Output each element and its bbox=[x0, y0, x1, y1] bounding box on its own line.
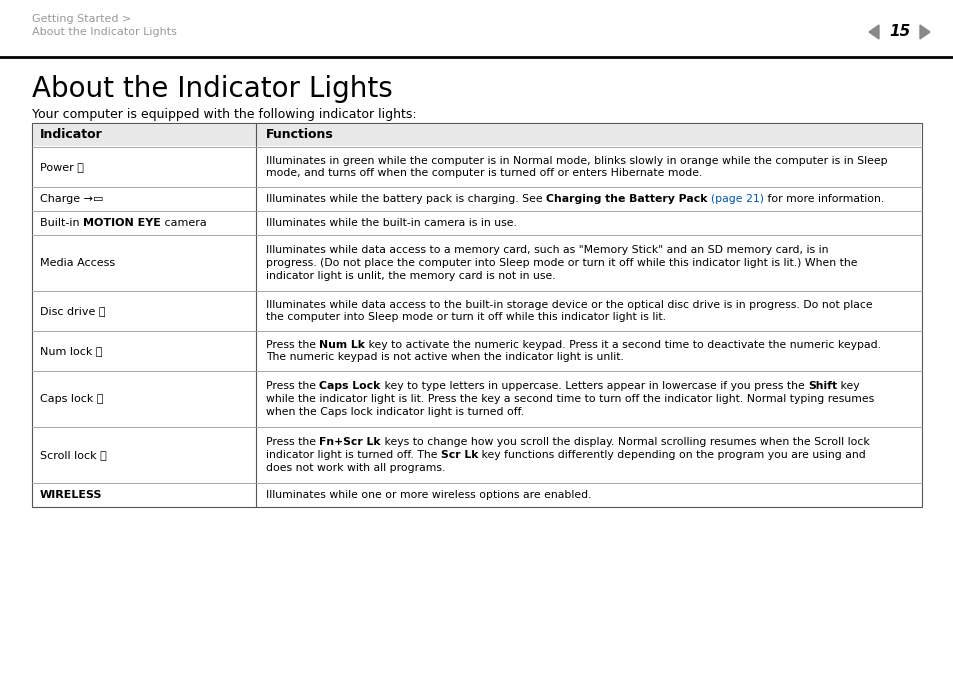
Text: Built-in: Built-in bbox=[40, 218, 83, 228]
Text: indicator light is turned off. The: indicator light is turned off. The bbox=[266, 450, 440, 460]
Text: Charging the Battery Pack: Charging the Battery Pack bbox=[545, 194, 711, 204]
Text: Fn+Scr Lk: Fn+Scr Lk bbox=[319, 437, 380, 447]
Text: Shift: Shift bbox=[807, 381, 836, 391]
Text: Press the: Press the bbox=[266, 381, 319, 391]
Text: Disc drive ⎕: Disc drive ⎕ bbox=[40, 306, 106, 316]
Text: key functions differently depending on the program you are using and: key functions differently depending on t… bbox=[477, 450, 865, 460]
Text: Indicator: Indicator bbox=[40, 129, 103, 142]
Text: Illuminates while data access to a memory card, such as "Memory Stick" and an SD: Illuminates while data access to a memor… bbox=[266, 245, 827, 255]
Text: About the Indicator Lights: About the Indicator Lights bbox=[32, 27, 176, 37]
Text: Functions: Functions bbox=[266, 129, 334, 142]
Text: Illuminates while data access to the built-in storage device or the optical disc: Illuminates while data access to the bui… bbox=[266, 299, 872, 309]
Text: progress. (Do not place the computer into Sleep mode or turn it off while this i: progress. (Do not place the computer int… bbox=[266, 258, 857, 268]
Text: mode, and turns off when the computer is turned off or enters Hibernate mode.: mode, and turns off when the computer is… bbox=[266, 168, 701, 179]
Text: (page 21): (page 21) bbox=[711, 194, 763, 204]
Text: WIRELESS: WIRELESS bbox=[40, 490, 102, 500]
Text: key: key bbox=[836, 381, 859, 391]
Text: Your computer is equipped with the following indicator lights:: Your computer is equipped with the follo… bbox=[32, 108, 416, 121]
Text: indicator light is unlit, the memory card is not in use.: indicator light is unlit, the memory car… bbox=[266, 271, 555, 281]
Text: Scroll lock 🔒: Scroll lock 🔒 bbox=[40, 450, 107, 460]
Text: Getting Started >: Getting Started > bbox=[32, 14, 132, 24]
Text: key to activate the numeric keypad. Press it a second time to deactivate the num: key to activate the numeric keypad. Pres… bbox=[365, 340, 881, 350]
Text: Illuminates while the built-in camera is in use.: Illuminates while the built-in camera is… bbox=[266, 218, 517, 228]
Text: key to type letters in uppercase. Letters appear in lowercase if you press the: key to type letters in uppercase. Letter… bbox=[380, 381, 807, 391]
Polygon shape bbox=[868, 25, 878, 39]
Bar bbox=[33, 124, 920, 146]
Text: while the indicator light is lit. Press the key a second time to turn off the in: while the indicator light is lit. Press … bbox=[266, 394, 873, 404]
Text: Illuminates while the battery pack is charging. See: Illuminates while the battery pack is ch… bbox=[266, 194, 545, 204]
Text: when the Caps lock indicator light is turned off.: when the Caps lock indicator light is tu… bbox=[266, 407, 523, 417]
Text: Charge →▭: Charge →▭ bbox=[40, 194, 103, 204]
Bar bbox=[32, 123, 921, 507]
Text: Press the: Press the bbox=[266, 340, 319, 350]
Text: keys to change how you scroll the display. Normal scrolling resumes when the Scr: keys to change how you scroll the displa… bbox=[380, 437, 869, 447]
Text: Media Access: Media Access bbox=[40, 258, 115, 268]
Text: About the Indicator Lights: About the Indicator Lights bbox=[32, 75, 393, 103]
Text: Scr Lk: Scr Lk bbox=[440, 450, 477, 460]
Text: Press the: Press the bbox=[266, 437, 319, 447]
Text: does not work with all programs.: does not work with all programs. bbox=[266, 463, 445, 473]
Text: for more information.: for more information. bbox=[763, 194, 883, 204]
Text: Caps lock 🔒: Caps lock 🔒 bbox=[40, 394, 103, 404]
Text: Illuminates in green while the computer is in Normal mode, blinks slowly in oran: Illuminates in green while the computer … bbox=[266, 156, 886, 166]
Text: Caps Lock: Caps Lock bbox=[319, 381, 380, 391]
Text: MOTION EYE: MOTION EYE bbox=[83, 218, 161, 228]
Text: Num lock 🔒: Num lock 🔒 bbox=[40, 346, 102, 356]
Text: Num Lk: Num Lk bbox=[319, 340, 365, 350]
Text: The numeric keypad is not active when the indicator light is unlit.: The numeric keypad is not active when th… bbox=[266, 353, 623, 363]
Text: Power ⓧ: Power ⓧ bbox=[40, 162, 84, 172]
Text: 15: 15 bbox=[888, 24, 910, 40]
Text: the computer into Sleep mode or turn it off while this indicator light is lit.: the computer into Sleep mode or turn it … bbox=[266, 313, 665, 322]
Text: Illuminates while one or more wireless options are enabled.: Illuminates while one or more wireless o… bbox=[266, 490, 591, 500]
Text: camera: camera bbox=[161, 218, 207, 228]
Polygon shape bbox=[919, 25, 929, 39]
